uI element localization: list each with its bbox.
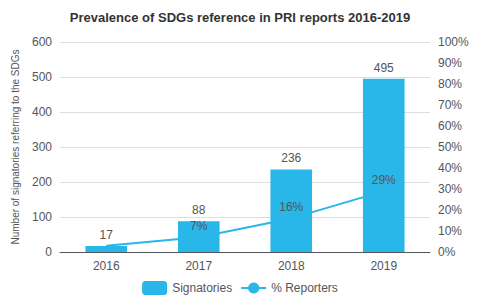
svg-text:2016: 2016: [93, 259, 120, 273]
svg-text:2018: 2018: [278, 259, 305, 273]
svg-text:88: 88: [192, 203, 206, 217]
svg-text:200: 200: [32, 175, 52, 189]
svg-text:Number of signatories referrin: Number of signatories referring to the S…: [10, 49, 21, 244]
svg-text:300: 300: [32, 140, 52, 154]
svg-text:10%: 10%: [438, 224, 462, 238]
svg-text:600: 600: [32, 35, 52, 49]
svg-text:90%: 90%: [438, 56, 462, 70]
svg-text:400: 400: [32, 105, 52, 119]
svg-text:16%: 16%: [279, 200, 303, 214]
svg-text:20%: 20%: [438, 203, 462, 217]
svg-text:30%: 30%: [438, 182, 462, 196]
svg-text:70%: 70%: [438, 98, 462, 112]
svg-text:500: 500: [32, 70, 52, 84]
svg-text:100%: 100%: [438, 35, 469, 49]
svg-text:60%: 60%: [438, 119, 462, 133]
svg-text:17: 17: [100, 228, 114, 242]
svg-text:2017: 2017: [185, 259, 212, 273]
svg-text:0%: 0%: [438, 245, 456, 259]
svg-text:80%: 80%: [438, 77, 462, 91]
svg-text:50%: 50%: [438, 140, 462, 154]
svg-text:40%: 40%: [438, 161, 462, 175]
svg-text:29%: 29%: [372, 173, 396, 187]
svg-text:Prevalence of SDGs reference i: Prevalence of SDGs reference in PRI repo…: [70, 10, 410, 25]
svg-text:236: 236: [281, 151, 301, 165]
svg-text:Signatories: Signatories: [172, 281, 232, 295]
svg-text:495: 495: [374, 61, 394, 75]
svg-text:0: 0: [45, 245, 52, 259]
svg-text:% Reporters: % Reporters: [271, 281, 338, 295]
svg-text:100: 100: [32, 210, 52, 224]
svg-text:2019: 2019: [370, 259, 397, 273]
svg-text:7%: 7%: [190, 219, 208, 233]
